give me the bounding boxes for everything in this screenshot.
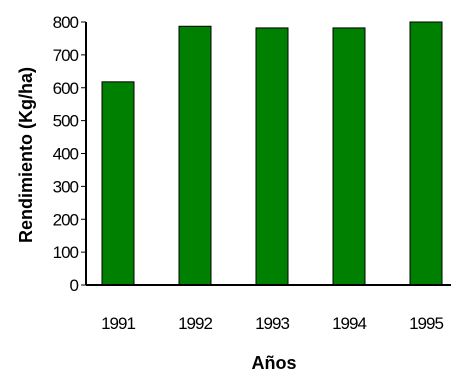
x-tick-label: 1991 <box>101 314 135 333</box>
y-tick-label: 200 <box>53 210 79 229</box>
x-axis-title: Años <box>252 353 297 373</box>
bar-1992 <box>178 25 212 286</box>
bar-1995 <box>409 21 443 286</box>
x-tick-label: 1993 <box>255 314 289 333</box>
y-tick-label: 600 <box>53 79 79 98</box>
x-axis-ticks: 1991 1992 1993 1994 1995 <box>101 314 444 333</box>
bar-1994 <box>332 27 366 286</box>
x-tick-label: 1994 <box>332 314 366 333</box>
bar-1993 <box>255 27 289 286</box>
x-tick-label: 1992 <box>178 314 212 333</box>
y-tick-label: 300 <box>53 177 79 196</box>
bar-1991 <box>101 81 135 286</box>
y-axis-title: Rendimiento (Kg/ha) <box>16 67 36 243</box>
y-tick-label: 800 <box>53 13 79 32</box>
y-axis-ticks: 0 100 200 300 400 500 600 700 800 <box>53 13 86 295</box>
y-tick-label: 400 <box>53 145 79 164</box>
bars-group <box>101 21 443 286</box>
y-tick-label: 0 <box>70 276 79 295</box>
y-tick-label: 500 <box>53 112 79 131</box>
x-tick-label: 1995 <box>409 314 443 333</box>
y-tick-label: 100 <box>53 243 79 262</box>
y-tick-label: 700 <box>53 46 79 65</box>
